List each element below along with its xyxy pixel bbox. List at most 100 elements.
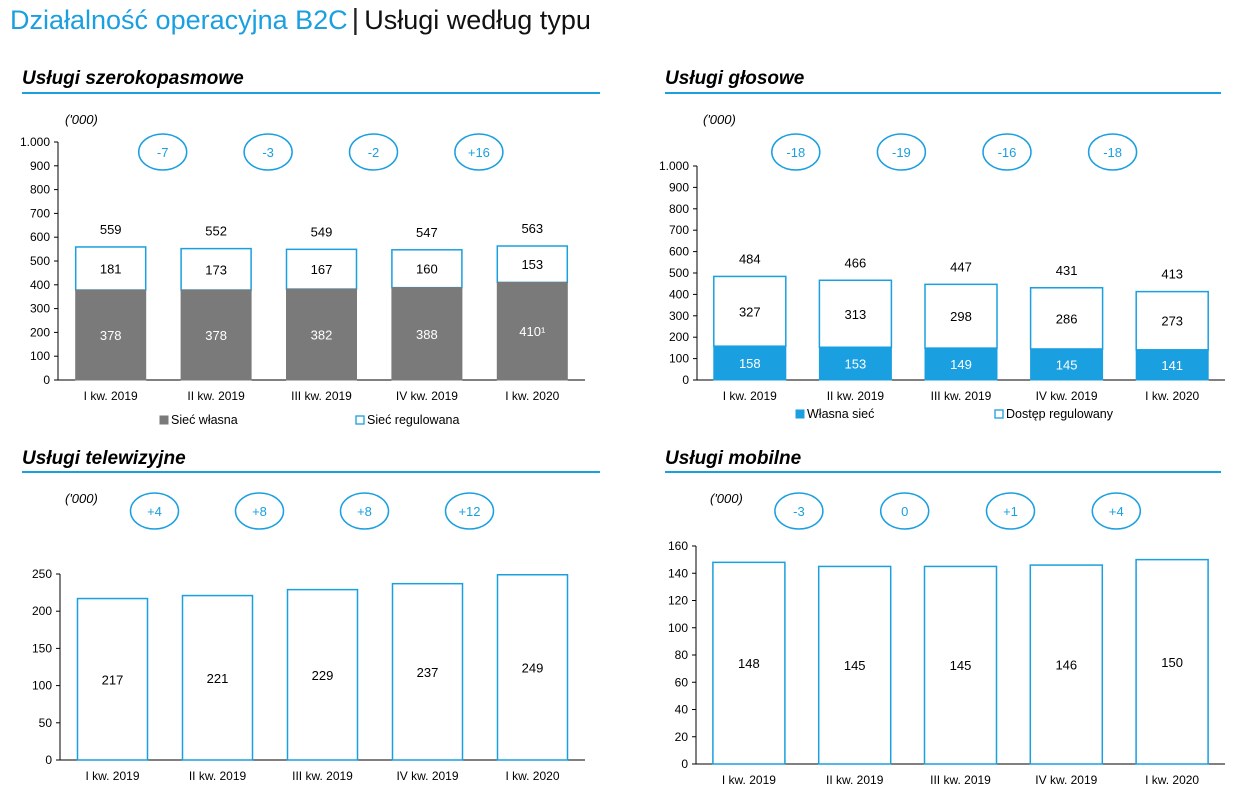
bar-value-label: 150 [1161, 655, 1183, 670]
legend-label: Własna sieć [807, 407, 874, 421]
bar-value-label: 153 [845, 357, 867, 372]
bar-value-label: 153 [521, 257, 543, 272]
panel-tv: Usługi telewizyjne ('000) 0 50 100 150 200 25… [10, 448, 600, 793]
tv-chart: 0 50 100 150 200 250 I kw. 2019 217 II kw. 2019 2… [32, 492, 585, 783]
change-label: 0 [901, 504, 908, 519]
x-tick-label: IV kw. 2019 [1035, 773, 1097, 787]
y-tick-label: 500 [30, 254, 50, 268]
bar-segment-regulated [818, 279, 893, 349]
y-tick-label: 0 [682, 373, 689, 387]
x-tick-label: III kw. 2019 [292, 769, 353, 783]
change-label: -3 [793, 504, 805, 519]
y-tick-label: 600 [669, 245, 689, 259]
change-bubble [985, 492, 1036, 530]
y-tick-label: 800 [30, 183, 50, 197]
y-tick-label: 100 [32, 679, 52, 693]
y-tick-label: 1.000 [659, 159, 689, 173]
change-bubble [1091, 492, 1142, 530]
y-tick-label: 200 [669, 330, 689, 344]
change-bubble [339, 492, 390, 530]
x-tick-label: I kw. 2020 [1145, 389, 1199, 403]
panel-broadband: Usługi szerokopasmowe ('000) 0 100 200 300 4… [10, 68, 600, 433]
bar-value-label: 221 [207, 671, 229, 686]
legend-swatch-regulated [355, 415, 365, 425]
panel-mobile: Usługi mobilne ('000) 0 20 40 60 80 100 120 140… [653, 448, 1225, 793]
y-tick-label: 400 [669, 287, 689, 301]
y-tick-label: 300 [669, 309, 689, 323]
bar-segment-regulated [924, 283, 998, 349]
y-tick-label: 0 [43, 373, 50, 387]
bar-segment-regulated [1029, 287, 1104, 350]
bar [923, 565, 998, 765]
change-bubble [234, 492, 285, 530]
voice-chart: 0 100 200 300 400 500 600 700 800 900 1.000 I kw. 2… [659, 133, 1225, 421]
y-tick-label: 900 [30, 159, 50, 173]
x-tick-label: II kw. 2019 [827, 389, 885, 403]
unit-label: ('000) [65, 112, 98, 127]
y-tick-label: 900 [669, 180, 689, 194]
bar-value-label: 313 [845, 307, 867, 322]
bar-value-label: 145 [1056, 357, 1078, 372]
y-tick-label: 600 [30, 230, 50, 244]
bar-segment-own [75, 289, 147, 381]
total-label: 447 [950, 259, 972, 274]
y-tick-label: 50 [39, 716, 53, 730]
x-tick-label: III kw. 2019 [930, 773, 991, 787]
page-header: Działalność operacyjna B2C | Usługi według… [10, 4, 591, 44]
change-label: -3 [262, 145, 274, 160]
bar [76, 597, 149, 761]
bar-value-label: 410¹ [519, 324, 546, 339]
legend-swatch-regulated [994, 409, 1004, 419]
bar-value-label: 378 [205, 328, 227, 343]
bar-segment-own [496, 281, 568, 381]
bar-segment-own [1135, 349, 1209, 381]
y-tick-label: 700 [30, 206, 50, 220]
panel-title: Usługi szerokopasmowe [22, 68, 244, 89]
bar-segment-regulated [1135, 290, 1209, 351]
unit-label: ('000) [710, 491, 743, 506]
legend-label: Sieć regulowana [367, 413, 459, 427]
broadband-chart: 0 100 200 300 400 500 600 700 800 900 1.000 I kw. 2… [20, 133, 585, 427]
y-tick-label: 100 [30, 349, 50, 363]
x-tick-label: II kw. 2019 [187, 389, 245, 403]
y-tick-label: 700 [669, 223, 689, 237]
y-tick-label: 100 [668, 621, 688, 635]
bar-segment-own [391, 287, 463, 381]
y-tick-label: 60 [675, 675, 689, 689]
bar-segment-own [924, 347, 998, 381]
x-tick-label: I kw. 2020 [1145, 773, 1199, 787]
bar-value-label: 382 [311, 328, 333, 343]
bar-segment-own [1030, 348, 1104, 381]
change-label: -18 [786, 145, 805, 160]
bar-segment-own [818, 346, 892, 381]
change-bubble [774, 492, 824, 530]
change-label: -7 [157, 145, 169, 160]
y-tick-label: 500 [669, 266, 689, 280]
legend-label: Dostęp regulowany [1006, 407, 1114, 421]
bar-value-label: 217 [102, 672, 124, 687]
x-tick-label: III kw. 2019 [291, 389, 352, 403]
y-tick-label: 100 [669, 352, 689, 366]
bar-value-label: 160 [416, 262, 438, 277]
bar-value-label: 378 [100, 328, 122, 343]
y-tick-label: 800 [669, 202, 689, 216]
y-tick-label: 160 [668, 539, 688, 553]
total-label: 563 [521, 221, 543, 236]
bar [181, 594, 254, 761]
bar-segment-regulated [74, 246, 147, 291]
bar-value-label: 158 [739, 356, 761, 371]
change-label: +8 [357, 504, 372, 519]
panel-title: Usługi telewizyjne [22, 448, 186, 469]
legend-swatch-own [159, 415, 169, 425]
bar [1135, 558, 1209, 765]
unit-label: ('000) [65, 491, 98, 506]
change-bubble [982, 133, 1032, 171]
y-tick-label: 120 [668, 594, 688, 608]
bar-segment-regulated [713, 275, 787, 347]
legend-label: Sieć własna [171, 413, 238, 427]
x-tick-label: I kw. 2019 [85, 769, 139, 783]
change-bubble [1087, 133, 1138, 171]
legend-swatch-own [795, 409, 805, 419]
panel-title-rule [22, 92, 600, 94]
change-bubble [129, 492, 180, 530]
